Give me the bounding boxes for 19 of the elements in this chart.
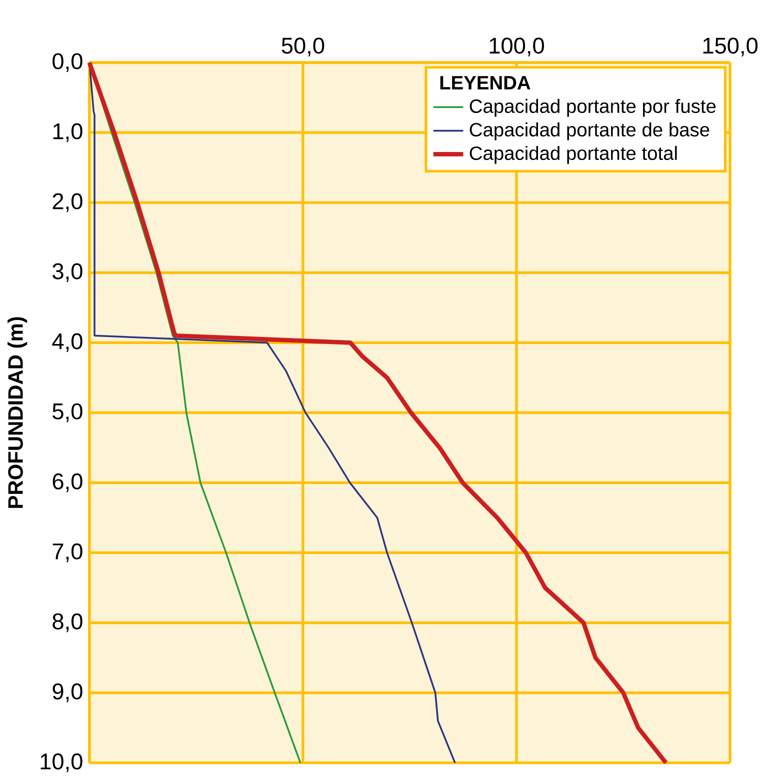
legend-label: Capacidad portante total bbox=[470, 146, 677, 164]
y-tick-label: 0,0 bbox=[52, 53, 82, 72]
y-axis-title: PROFUNDIDAD (m) bbox=[7, 317, 27, 508]
legend-title: LEYENDA bbox=[440, 76, 530, 90]
y-tick-label: 5,0 bbox=[52, 403, 82, 422]
y-tick-label: 10,0 bbox=[40, 753, 82, 772]
x-tick-label: 100,0 bbox=[490, 38, 544, 56]
y-tick-label: 6,0 bbox=[52, 473, 82, 492]
y-tick-label: 1,0 bbox=[53, 123, 82, 142]
y-tick-label: 3,0 bbox=[52, 263, 82, 282]
legend-label: Capacidad portante de base bbox=[470, 122, 710, 140]
y-tick-label: 9,0 bbox=[52, 683, 82, 702]
y-tick-label: 4,0 bbox=[52, 333, 82, 352]
legend-label: Capacidad portante por fuste bbox=[470, 98, 716, 117]
y-tick-label: 2,0 bbox=[52, 193, 82, 212]
x-tick-label: 50,0 bbox=[282, 38, 324, 56]
y-tick-label: 7,0 bbox=[52, 543, 82, 562]
x-tick-label: 150,0 bbox=[703, 38, 758, 56]
y-tick-label: 8,0 bbox=[52, 613, 82, 632]
